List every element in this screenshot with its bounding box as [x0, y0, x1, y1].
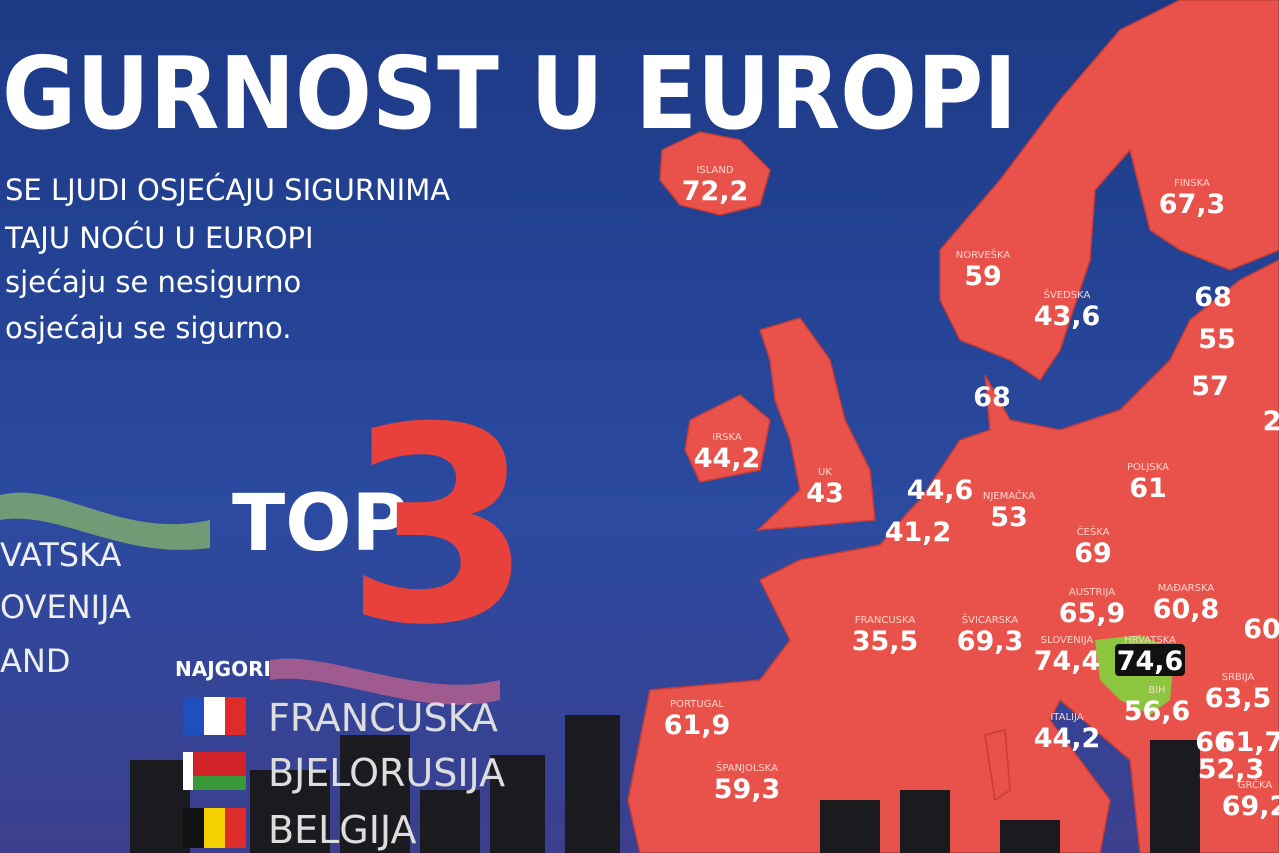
country-value: 61,7 — [1217, 727, 1279, 758]
country-name: POLJSKA — [1127, 462, 1169, 473]
top-label: TOP — [232, 479, 409, 569]
country-value: 44,2 — [1034, 723, 1101, 754]
country-name: MAĐARSKA — [1158, 583, 1215, 594]
subtitle-line: sjećaju se nesigurno — [5, 265, 301, 299]
country-value: 43 — [806, 478, 844, 509]
country-value: 68 — [1194, 282, 1232, 313]
country-name: NJEMAČKA — [983, 489, 1035, 502]
ireland-shape — [684, 394, 771, 483]
country-value: 61,9 — [664, 710, 731, 741]
country-value: 35,5 — [852, 626, 919, 657]
country-name: ŠPANJOLSKA — [716, 761, 778, 774]
country-value: 60 — [1243, 614, 1279, 645]
country-name: SRBIJA — [1222, 672, 1255, 683]
country-value: 2 — [1263, 406, 1279, 437]
country-value: 44,2 — [694, 443, 761, 474]
country-value: 53 — [990, 502, 1028, 533]
country-value: 52,3 — [1198, 754, 1265, 785]
best-item: VATSKA — [0, 536, 122, 574]
flags — [183, 697, 246, 848]
country-name: BiH — [1148, 685, 1165, 696]
country-value: 74,4 — [1034, 646, 1101, 677]
country-value: 66 — [1195, 727, 1233, 758]
country-name: GRČKA — [1238, 778, 1273, 791]
subtitle: SE LJUDI OSJEĆAJU SIGURNIMA TAJU NOĆU U … — [4, 173, 450, 345]
country-value: 63,5 — [1205, 683, 1272, 714]
highlight-box — [1115, 644, 1185, 676]
country-value: 60,8 — [1153, 594, 1220, 625]
ribbon — [0, 492, 210, 550]
uk-shape — [755, 317, 876, 531]
country-name: ISLAND — [696, 165, 733, 176]
country-name: HRVATSKA — [1124, 635, 1176, 646]
top-number: 3 — [345, 369, 533, 684]
ribbon — [270, 658, 500, 705]
country-name: FRANCUSKA — [855, 615, 916, 626]
country-value: 43,6 — [1034, 301, 1101, 332]
country-value: 72,2 — [682, 176, 749, 207]
country-value: 55 — [1198, 324, 1236, 355]
best-item: AND — [0, 642, 70, 680]
worst-title: NAJGORI — [175, 657, 271, 681]
best-item: OVENIJA — [0, 588, 131, 626]
subtitle-line: TAJU NOĆU U EUROPI — [4, 221, 314, 255]
country-name: ŠVEDSKA — [1044, 288, 1091, 301]
continent-shape — [627, 259, 1279, 853]
country-name: UK — [818, 467, 832, 478]
country-name: ČEŠKA — [1077, 525, 1110, 538]
best-list: VATSKA OVENIJA AND — [0, 536, 131, 680]
country-value: 41,2 — [885, 517, 952, 548]
worst-item: BJELORUSIJA — [268, 751, 505, 795]
iceland-shape — [659, 131, 771, 216]
country-name: IRSKA — [712, 432, 742, 443]
country-name: AUSTRIJA — [1069, 587, 1115, 598]
country-value: 68 — [973, 382, 1011, 413]
country-value: 69,3 — [957, 626, 1024, 657]
country-name: ITALIJA — [1050, 712, 1083, 723]
country-value: 59 — [964, 261, 1002, 292]
country-value: 57 — [1191, 371, 1229, 402]
country-value: 56,6 — [1124, 696, 1191, 727]
country-value: 44,6 — [907, 475, 974, 506]
skyline — [130, 715, 1200, 853]
country-value: 69 — [1074, 538, 1112, 569]
country-value: 67,3 — [1159, 189, 1226, 220]
worst-item: BELGIJA — [268, 808, 416, 852]
worst-item: FRANCUSKA — [268, 696, 498, 740]
country-value: 61 — [1129, 473, 1167, 504]
country-value: 69,2 — [1222, 791, 1279, 822]
country-value: 74,6 — [1117, 646, 1184, 677]
subtitle-line: SE LJUDI OSJEĆAJU SIGURNIMA — [5, 173, 450, 207]
country-name: ŠVICARSKA — [962, 613, 1019, 626]
country-name: FINSKA — [1174, 178, 1210, 189]
country-value: 65,9 — [1059, 598, 1126, 629]
country-name: PORTUGAL — [670, 699, 724, 710]
map — [627, 0, 1279, 853]
scandinavia-shape — [939, 0, 1279, 382]
worst-list: FRANCUSKA BJELORUSIJA BELGIJA — [268, 696, 505, 852]
island-shape — [984, 729, 1011, 802]
subtitle-line: osjećaju se sigurno. — [5, 311, 292, 345]
country-name: SLOVENIJA — [1041, 635, 1094, 646]
title: GURNOST U EUROPI — [2, 35, 1017, 152]
country-name: NORVEŠKA — [956, 248, 1011, 261]
country-value: 59,3 — [714, 774, 781, 805]
